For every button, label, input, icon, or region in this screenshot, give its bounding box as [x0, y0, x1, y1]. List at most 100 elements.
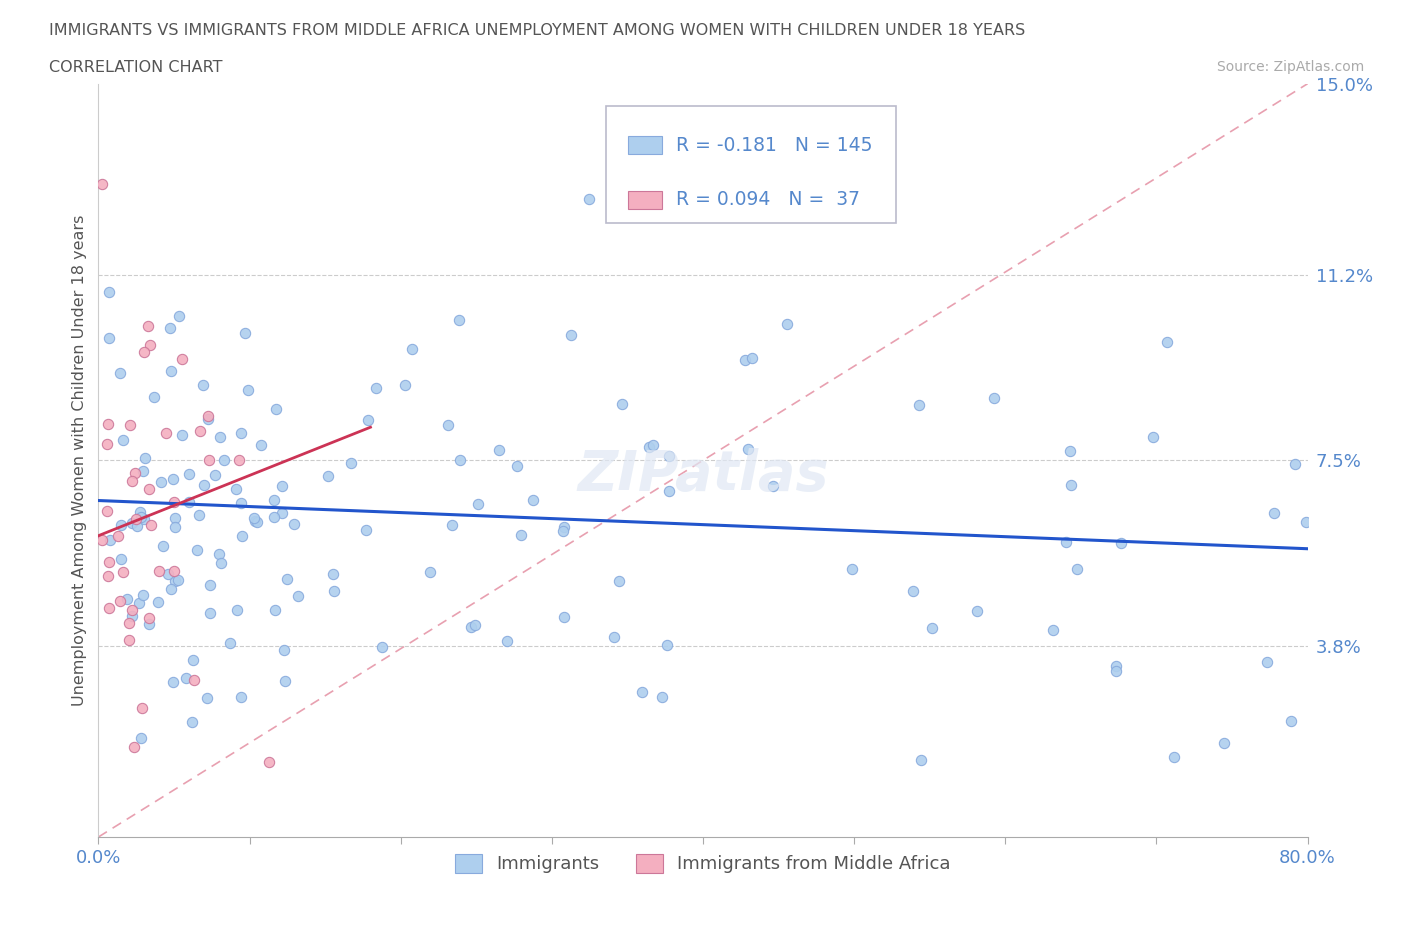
Point [121, 608, 143, 623]
Point [238, 382, 260, 397]
Point [263, 492, 285, 507]
Point [165, 573, 187, 588]
Point [741, 351, 763, 365]
Point [449, 453, 471, 468]
Point [921, 620, 943, 635]
Point [188, 508, 211, 523]
Point [183, 652, 205, 667]
Point [1213, 736, 1236, 751]
Point [112, 565, 135, 579]
Point [160, 364, 183, 379]
Point [122, 739, 145, 754]
Point [163, 564, 186, 578]
Point [737, 442, 759, 457]
Point [107, 528, 129, 543]
Point [195, 690, 218, 705]
Point [734, 352, 756, 367]
Point [191, 378, 214, 392]
Point [136, 318, 159, 333]
Point [159, 320, 181, 335]
Point [197, 408, 219, 423]
Point [637, 440, 659, 455]
Point [132, 463, 155, 478]
Point [287, 589, 309, 604]
Point [96, 436, 118, 451]
Point [108, 365, 131, 380]
Point [183, 672, 205, 687]
Point [177, 466, 200, 481]
Point [98, 285, 121, 299]
Point [630, 684, 652, 699]
Point [1105, 664, 1128, 679]
Point [132, 344, 155, 359]
Point [354, 523, 377, 538]
Point [560, 327, 582, 342]
Point [607, 574, 630, 589]
Point [108, 593, 131, 608]
Point [146, 594, 169, 609]
Point [156, 566, 179, 581]
Point [1163, 750, 1185, 764]
Point [651, 690, 673, 705]
Point [225, 482, 247, 497]
Point [437, 418, 460, 432]
Point [1059, 444, 1081, 458]
Point [316, 469, 339, 484]
Point [169, 309, 191, 324]
Text: Source: ZipAtlas.com: Source: ZipAtlas.com [1216, 60, 1364, 74]
Point [271, 479, 294, 494]
Point [1142, 430, 1164, 445]
Point [1295, 514, 1317, 529]
Point [578, 192, 600, 206]
Point [110, 518, 132, 533]
Point [447, 312, 470, 327]
Point [139, 338, 162, 352]
Point [129, 731, 152, 746]
Point [155, 425, 177, 440]
Point [118, 632, 141, 647]
Point [118, 615, 141, 630]
Point [401, 341, 423, 356]
Point [1263, 506, 1285, 521]
Point [198, 605, 221, 620]
Point [132, 587, 155, 602]
Point [1042, 623, 1064, 638]
Point [163, 511, 186, 525]
Point [467, 497, 489, 512]
Point [193, 477, 215, 492]
Point [138, 481, 160, 496]
Point [198, 578, 221, 592]
Point [610, 397, 633, 412]
Point [110, 552, 132, 567]
Point [121, 515, 143, 530]
Point [162, 674, 184, 689]
Point [761, 478, 783, 493]
Point [655, 638, 678, 653]
Point [149, 474, 172, 489]
Point [128, 596, 150, 611]
Point [131, 701, 153, 716]
Point [488, 443, 510, 458]
Point [229, 426, 252, 441]
Point [263, 603, 285, 618]
Point [603, 630, 626, 644]
Point [97, 555, 120, 570]
Point [228, 453, 250, 468]
Point [172, 352, 194, 366]
Point [148, 564, 170, 578]
Point [162, 495, 184, 510]
Point [121, 474, 143, 489]
Point [142, 390, 165, 405]
Point [553, 524, 575, 538]
Point [120, 418, 142, 432]
Point [97, 331, 120, 346]
Point [138, 611, 160, 626]
Y-axis label: Unemployment Among Women with Children Under 18 years: Unemployment Among Women with Children U… [72, 215, 87, 706]
Point [322, 566, 344, 581]
Point [257, 754, 280, 769]
Point [1256, 655, 1278, 670]
Point [181, 715, 204, 730]
Point [163, 520, 186, 535]
Point [908, 398, 931, 413]
Point [1105, 658, 1128, 673]
